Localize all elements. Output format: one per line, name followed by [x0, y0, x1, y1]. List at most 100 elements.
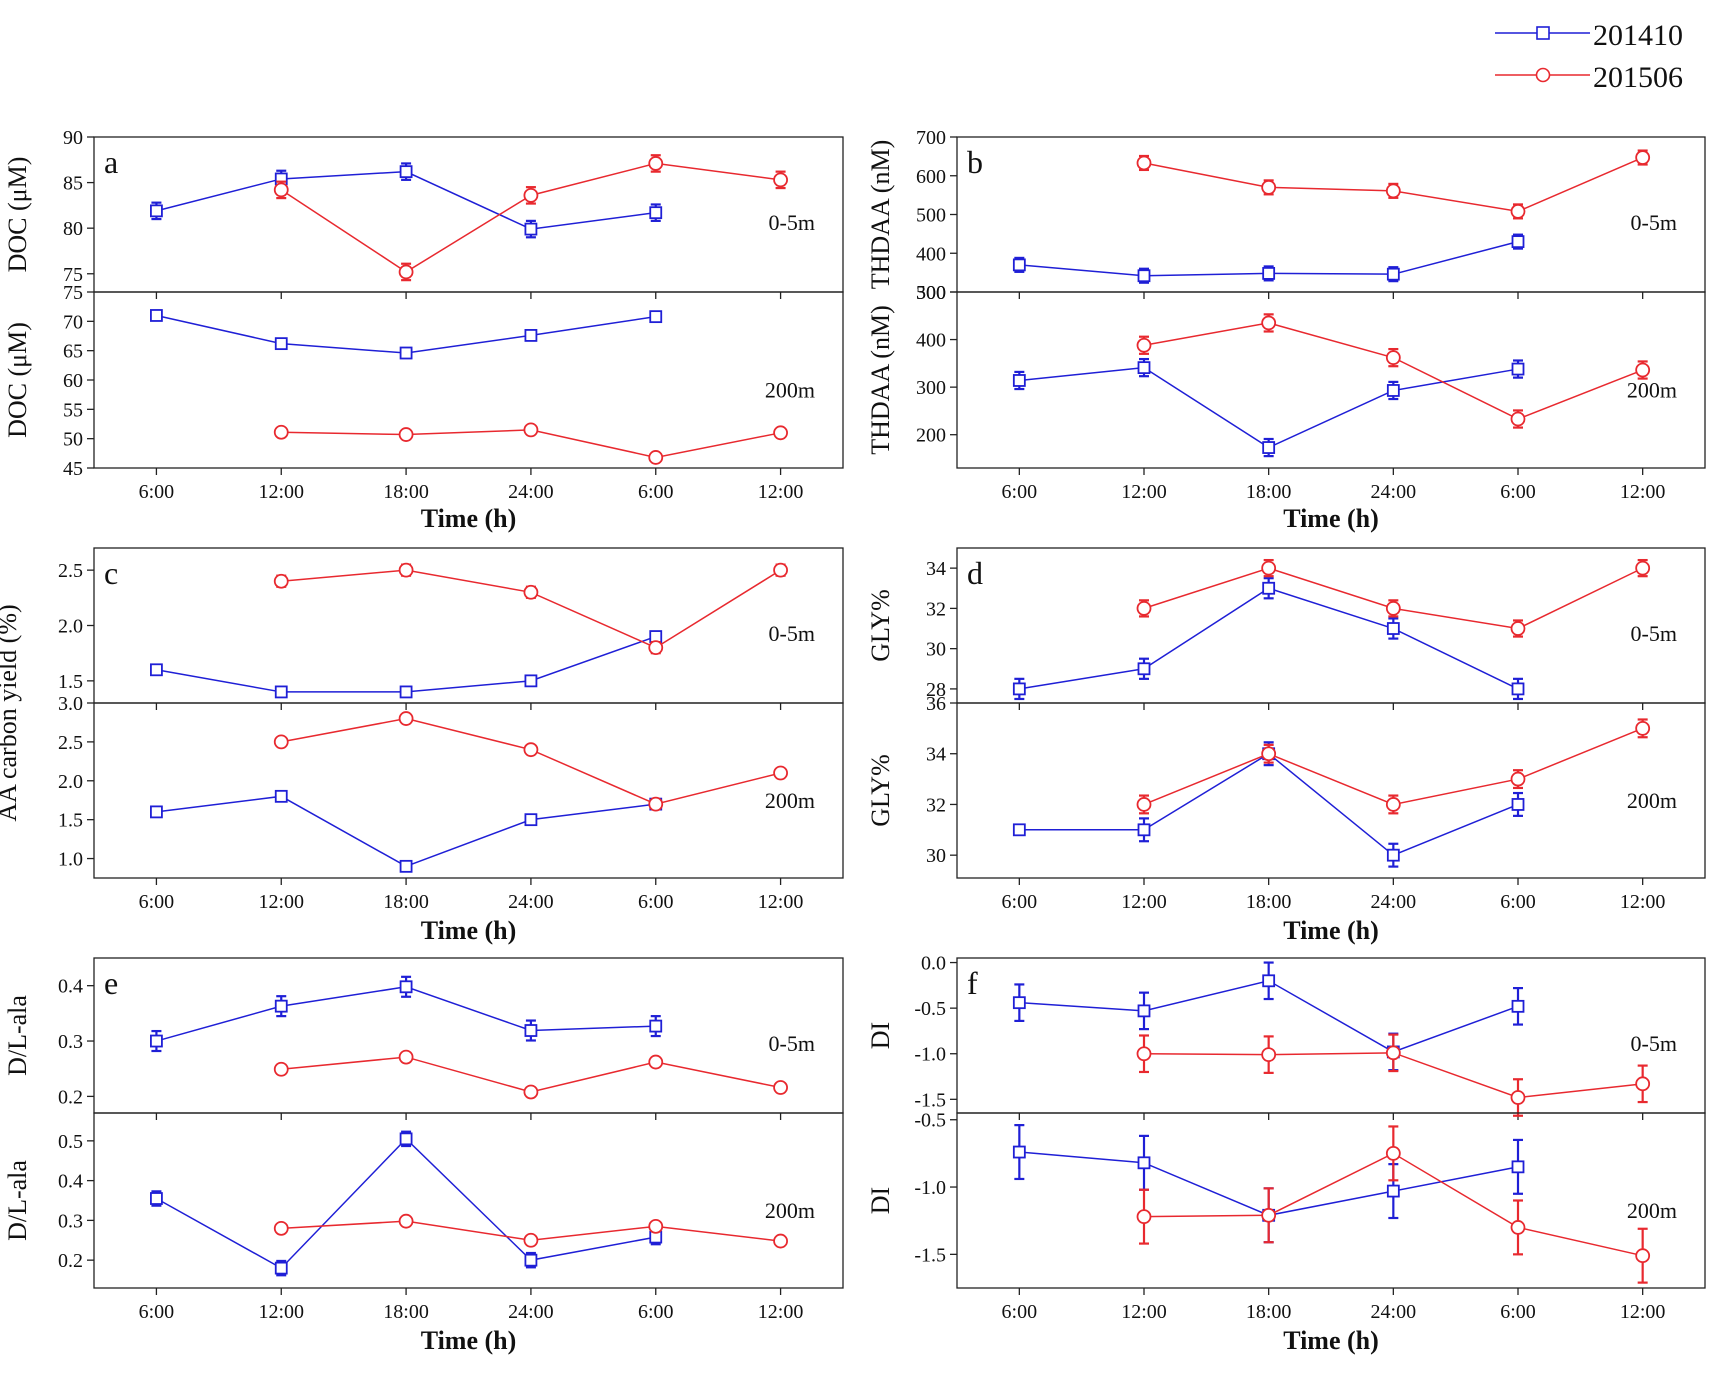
data-point [274, 337, 288, 351]
y-tick-label: 500 [916, 205, 946, 227]
x-tick-label: 12:00 [258, 481, 304, 503]
data-point [1510, 1090, 1526, 1105]
data-point [1261, 560, 1277, 576]
y-axis-title: DOC (μM) [3, 157, 32, 273]
data-point [1261, 1207, 1277, 1223]
x-tick-label: 12:00 [758, 481, 804, 503]
data-point [1262, 266, 1276, 280]
data-point [648, 1218, 664, 1234]
y-tick-label: 55 [63, 399, 83, 421]
series-201506 [273, 562, 788, 656]
y-tick-label: 1.5 [58, 671, 83, 693]
y-axis-title: DI [866, 1187, 895, 1214]
data-point [1510, 203, 1526, 219]
data-point [398, 427, 414, 442]
data-point [1261, 1047, 1277, 1063]
data-point [273, 573, 289, 589]
plot-frame [956, 547, 1706, 704]
x-tick-label: 6:00 [139, 891, 175, 913]
x-tick-label: 12:00 [1121, 891, 1167, 913]
data-point [773, 765, 788, 781]
y-tick-label: 1.5 [58, 810, 83, 832]
y-tick-label: 300 [916, 377, 946, 399]
data-point [648, 1054, 664, 1070]
y-tick-label: 0.0 [921, 953, 946, 975]
x-tick-label: 18:00 [383, 481, 429, 503]
data-point [649, 1019, 663, 1033]
y-tick-label: 70 [63, 311, 83, 333]
x-tick-label: 6:00 [1500, 481, 1536, 503]
y-tick-label: 0.2 [58, 1250, 83, 1272]
series-201506 [273, 1213, 788, 1249]
y-tick-label: 1.0 [58, 849, 83, 871]
y-tick-label: 0.3 [58, 1210, 83, 1232]
series-201410 [150, 309, 663, 360]
y-tick-label: -1.5 [914, 1089, 946, 1111]
data-point [773, 425, 788, 441]
series-line [1019, 587, 1519, 690]
series-201410 [150, 630, 663, 699]
x-tick-label: 12:00 [1620, 481, 1666, 503]
subplot-deep: 0.2 0.3 0.4 0.5 6:00 12:00 18:00 24:00 6:00 12:00… [3, 1112, 844, 1323]
series-201410 [1012, 357, 1525, 458]
data-point [1385, 1145, 1401, 1161]
data-point [648, 796, 664, 812]
data-point [523, 422, 539, 438]
data-point [648, 450, 664, 465]
series-201506 [273, 154, 788, 282]
x-tick-label: 18:00 [383, 891, 429, 913]
data-point [1012, 374, 1026, 387]
y-tick-label: 90 [63, 127, 83, 149]
data-point [1635, 362, 1651, 378]
y-tick-label: 400 [916, 243, 946, 265]
subplot-surface: 28 30 32 34 GLY% 0-5m [866, 547, 1706, 710]
subplot-surface: 300 400 500 600 700 THDAA (nM) 0-5m [866, 127, 1706, 304]
panel-letter: b [967, 144, 983, 180]
series-201410 [1012, 577, 1525, 701]
data-point [1635, 720, 1651, 736]
y-axis-title: DI [866, 1022, 895, 1049]
y-tick-label: 0.4 [58, 976, 83, 998]
y-tick-label: 65 [63, 341, 83, 363]
x-axis-title: Time (h) [1283, 916, 1379, 945]
plot-frame [956, 702, 1706, 879]
plot-frame [93, 136, 844, 293]
x-tick-label: 12:00 [258, 891, 304, 913]
x-tick-label: 12:00 [1620, 891, 1666, 913]
y-tick-label: -0.5 [914, 1110, 946, 1132]
series-201506 [1136, 558, 1651, 638]
data-point [524, 813, 538, 827]
subplot-deep: -1.5 -1.0 -0.5 6:00 12:00 18:00 24:00 6:00 12:00… [866, 1110, 1706, 1323]
x-tick-label: 6:00 [139, 481, 175, 503]
plot-frame [93, 1112, 844, 1289]
y-tick-label: 600 [916, 166, 946, 188]
data-point [273, 1061, 289, 1077]
series-201506 [273, 1049, 788, 1100]
data-point [524, 1253, 538, 1267]
y-tick-label: -1.0 [914, 1044, 946, 1066]
subplot-deep: 200 300 400 500 6:00 12:00 18:00 24:00 6:00 12:00… [866, 282, 1706, 503]
data-point [273, 1220, 289, 1236]
data-point [1385, 183, 1401, 199]
data-point [274, 685, 288, 699]
data-point [398, 711, 414, 726]
data-point [1511, 362, 1525, 376]
series-line [1143, 322, 1643, 420]
x-tick-label: 24:00 [508, 481, 554, 503]
legend-label-201410: 201410 [1593, 19, 1683, 52]
series-line [281, 569, 781, 649]
data-point [1385, 350, 1401, 366]
data-point [524, 1024, 538, 1037]
depth-label: 200m [1627, 378, 1677, 403]
series-201506 [1136, 718, 1651, 815]
depth-label: 0-5m [1631, 621, 1677, 646]
data-point [1012, 682, 1026, 696]
x-axis-title: Time (h) [1283, 504, 1379, 533]
subplot-deep: 1.0 1.5 2.0 2.5 3.0 6:00 12:00 18:00 24:00 6:00 12… [58, 693, 844, 913]
x-tick-label: 12:00 [1121, 481, 1167, 503]
y-tick-label: 700 [916, 127, 946, 149]
subplot-surface: 1.5 2.0 2.5 0-5m [58, 547, 844, 710]
data-point [1136, 1046, 1152, 1062]
